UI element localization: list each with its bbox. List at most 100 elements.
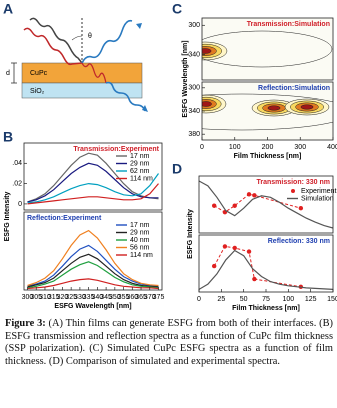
legend-label: 40 nm [130,237,150,244]
x-axis-label: Film Thickness [nm] [234,153,302,160]
panel-label: B [3,129,13,145]
y-tick-label: 340 [188,51,200,58]
x-tick-label: 100 [282,296,294,303]
plot-area [202,18,333,80]
plot-frame [201,17,334,81]
contour-line [202,101,212,107]
figure-panels: θ d CuPc SiO₂ A B C D 0 .02 .04 Transmission:Ex… [3,1,337,312]
chart-title: Reflection:Simulation [258,85,330,92]
x-tick-label: 330 [74,294,86,301]
chart-title: Transmission: 330 nm [256,179,330,186]
plot-area [27,229,159,290]
plot-area [27,152,159,205]
series-line [27,253,159,288]
y-tick-label: 380 [188,131,200,138]
data-point [232,203,237,208]
reflected-wave [81,19,133,64]
series-line [27,261,159,289]
chart-title: Reflection:Experiment [27,215,102,222]
x-tick-label: 0 [200,144,204,151]
legend-label: Experiment [301,188,336,195]
x-tick-label: 365 [135,294,147,301]
plot-frame [23,211,163,291]
data-point [211,203,217,208]
series-line [27,183,159,205]
x-tick-label: 345 [100,294,112,301]
x-tick-label: 355 [118,294,130,301]
film-label: CuPc [30,70,48,77]
contour-line [300,104,314,110]
contour-line [202,93,333,131]
series-line [27,229,159,287]
substrate-label: SiO₂ [30,88,45,95]
x-tick-label: 360 [126,294,138,301]
panel-label: A [3,1,13,17]
legend-label: 62 nm [130,168,150,175]
y-axis-label: ESFG Intensity [4,192,11,242]
x-tick-label: 375 [153,294,165,301]
arrow-head [136,23,142,29]
incident-wave [29,17,83,64]
legend-label: 17 nm [130,222,150,229]
legend-label: 17 nm [130,153,150,160]
y-tick-label: 340 [188,108,200,115]
arrow-head [142,105,148,112]
plot-area [199,244,333,290]
theta-label: θ [88,33,92,40]
contour-line [202,48,212,54]
x-tick-label: 150 [327,296,337,303]
plot-frame [23,142,163,211]
x-tick-label: 325 [65,294,77,301]
x-tick-label: 25 [217,296,225,303]
y-axis-label: ESFG Wavelength [nm] [182,40,189,117]
transmitted-wave [105,81,146,112]
series-line [27,173,159,204]
plot-area [202,82,333,140]
film-wave [81,62,107,84]
legend-label: 114 nm [130,252,153,259]
x-tick-label: 315 [48,294,60,301]
x-axis-label: ESFG Wavelength [nm] [54,303,131,310]
x-tick-label: 320 [57,294,69,301]
angle-arc [71,35,83,41]
x-tick-label: 310 [39,294,51,301]
x-tick-label: 370 [144,294,156,301]
legend-label: 29 nm [130,160,150,167]
caption-label: Figure 3: [5,318,46,329]
x-tick-label: 200 [262,144,274,151]
x-tick-label: 300 [22,294,34,301]
x-tick-label: 400 [327,144,337,151]
legend-label: 56 nm [130,244,150,251]
substrate-layer [21,82,143,99]
data-point [246,249,252,254]
y-tick-label: .04 [12,160,22,167]
panel-label: C [172,1,182,17]
series-line [27,244,159,287]
series-line [27,278,159,290]
x-tick-label: 305 [30,294,42,301]
legend-label: 114 nm [130,175,153,182]
y-tick-label: .02 [12,180,22,187]
figure-caption: Figure 3: (A) Thin films can generate ES… [5,318,333,368]
chart-title: Transmission:Experiment [73,146,159,153]
panel-label: D [172,161,182,177]
x-tick-label: 75 [262,296,270,303]
data-point [298,206,304,211]
x-tick-label: 100 [229,144,241,151]
series-line [199,180,333,229]
y-tick-label: 300 [188,22,200,29]
y-axis-label: ESFG Intensity [187,209,194,259]
plot-frame [198,175,334,234]
plot-area [199,180,333,229]
legend-marker [291,189,295,193]
x-tick-label: 335 [83,294,95,301]
series-line [27,152,159,203]
series-line [213,245,301,288]
x-tick-label: 50 [240,296,248,303]
data-point [232,245,237,251]
x-tick-label: 350 [109,294,121,301]
thickness-label: d [6,70,10,77]
series-line [199,249,333,290]
contour-line [267,105,281,111]
